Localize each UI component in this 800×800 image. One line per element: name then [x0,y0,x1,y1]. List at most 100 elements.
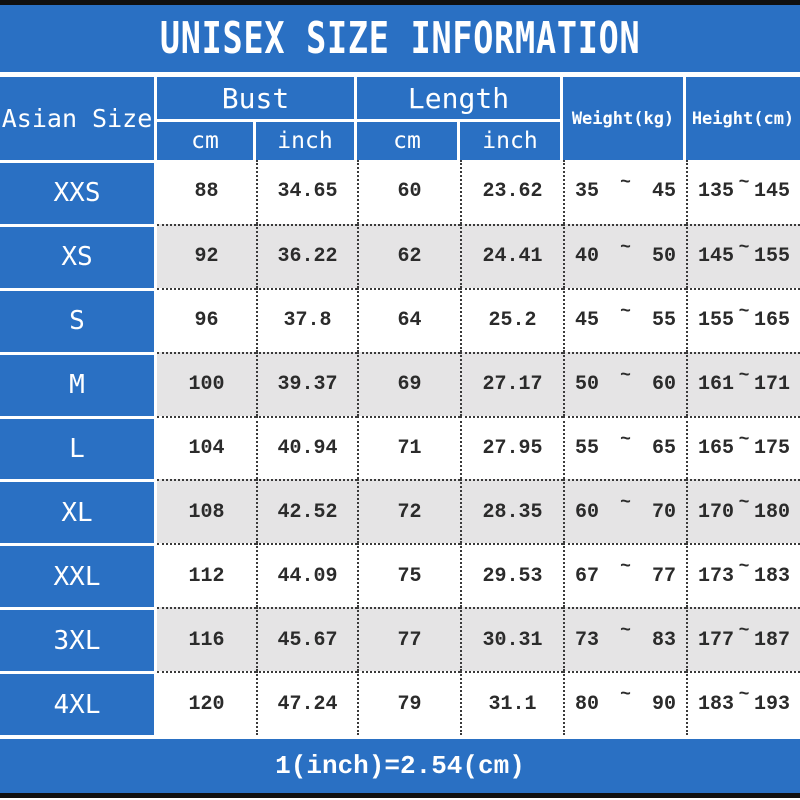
height-range: 170 ~ 180 [686,479,800,544]
height-max: 171 [753,373,790,397]
bust-inch-value: 45.67 [256,607,357,672]
length-inch-value: 30.31 [460,607,563,672]
weight-range: 60 ~ 70 [563,479,686,544]
weight-range: 67 ~ 77 [563,543,686,608]
height-min: 173 [698,564,735,588]
length-inch-value: 29.53 [460,543,563,608]
size-label: 3XL [0,607,157,672]
height-max: 145 [753,180,790,204]
tilde-glyph: ~ [620,365,631,386]
length-inch-value: 25.2 [460,287,563,352]
tilde-glyph: ~ [738,557,750,578]
conversion-note: 1(inch)=2.54(cm) [275,751,525,781]
size-label: M [0,351,157,416]
header-bust-cm: cm [157,122,256,160]
length-inch-value: 24.41 [460,223,563,288]
height-max: 183 [753,564,790,588]
height-range: 145 ~ 155 [686,223,800,288]
table-row: XS 92 36.22 62 24.41 40 ~ 50 145 ~ 155 [0,223,800,288]
height-min: 135 [698,180,735,204]
length-cm-value: 77 [357,607,460,672]
tilde-glyph: ~ [620,429,631,450]
height-max: 187 [753,628,790,652]
tilde-glyph: ~ [620,621,631,642]
length-cm-value: 75 [357,543,460,608]
bust-cm-value: 104 [157,415,256,480]
height-range: 155 ~ 165 [686,287,800,352]
height-min: 165 [698,437,735,460]
tilde-glyph: ~ [738,172,750,193]
table-body: XXS 88 34.65 60 23.62 35 ~ 45 135 ~ 145 … [0,160,800,736]
height-range: 177 ~ 187 [686,607,800,672]
size-table: Asian Size Bust cm inch Length cm inch W… [0,77,800,736]
tilde-glyph: ~ [738,237,750,258]
bust-inch-value: 44.09 [256,543,357,608]
size-label: L [0,415,157,480]
length-cm-value: 62 [357,223,460,288]
weight-range: 73 ~ 83 [563,607,686,672]
weight-max: 55 [651,309,676,333]
weight-max: 60 [651,373,676,397]
header-length-inch: inch [460,122,560,160]
weight-min: 80 [575,692,600,716]
weight-range: 80 ~ 90 [563,671,686,736]
bust-cm-value: 92 [157,223,256,288]
weight-min: 55 [575,437,600,460]
height-range: 135 ~ 145 [686,160,800,224]
table-row: 3XL 116 45.67 77 30.31 73 ~ 83 177 ~ 187 [0,607,800,672]
table-row: XL 108 42.52 72 28.35 60 ~ 70 170 ~ 180 [0,479,800,544]
height-min: 155 [698,309,735,333]
tilde-glyph: ~ [620,685,631,706]
bust-inch-value: 36.22 [256,223,357,288]
header-asian-size: Asian Size [0,77,157,160]
bust-inch-value: 47.24 [256,671,357,736]
conversion-footer: 1(inch)=2.54(cm) [0,739,800,793]
length-inch-value: 27.17 [460,351,563,416]
height-min: 183 [698,692,735,716]
table-row: L 104 40.94 71 27.95 55 ~ 65 165 ~ 175 [0,415,800,480]
weight-range: 40 ~ 50 [563,223,686,288]
height-max: 175 [753,437,790,460]
weight-range: 50 ~ 60 [563,351,686,416]
height-range: 173 ~ 183 [686,543,800,608]
length-cm-value: 69 [357,351,460,416]
height-max: 180 [753,500,790,524]
weight-range: 35 ~ 45 [563,160,686,224]
tilde-glyph: ~ [738,685,750,706]
header-group-bust: Bust cm inch [157,77,357,160]
size-label: XXS [0,160,157,224]
header-height: Height(cm) [686,77,800,160]
size-label: XXL [0,543,157,608]
table-row: M 100 39.37 69 27.17 50 ~ 60 161 ~ 171 [0,351,800,416]
size-label: 4XL [0,671,157,736]
size-label: XL [0,479,157,544]
length-cm-value: 79 [357,671,460,736]
header-bust: Bust [157,77,354,122]
tilde-glyph: ~ [620,493,631,514]
title-banner: UNISEX SIZE INFORMATION [0,5,800,72]
bust-inch-value: 37.8 [256,287,357,352]
table-header: Asian Size Bust cm inch Length cm inch W… [0,77,800,160]
length-inch-value: 31.1 [460,671,563,736]
page-title: UNISEX SIZE INFORMATION [159,13,641,64]
tilde-glyph: ~ [738,429,750,450]
weight-min: 45 [575,309,600,333]
height-max: 165 [753,309,790,333]
height-max: 155 [753,245,790,269]
tilde-glyph: ~ [620,237,631,258]
bust-inch-value: 42.52 [256,479,357,544]
tilde-glyph: ~ [620,172,631,193]
bust-cm-value: 88 [157,160,256,224]
header-length-cm: cm [357,122,460,160]
tilde-glyph: ~ [620,301,631,322]
bust-cm-value: 116 [157,607,256,672]
height-range: 161 ~ 171 [686,351,800,416]
table-row: S 96 37.8 64 25.2 45 ~ 55 155 ~ 165 [0,287,800,352]
tilde-glyph: ~ [738,365,750,386]
length-cm-value: 60 [357,160,460,224]
height-min: 177 [698,628,735,652]
weight-min: 67 [575,564,600,588]
weight-max: 65 [651,437,676,460]
header-bust-inch: inch [256,122,354,160]
length-cm-value: 64 [357,287,460,352]
